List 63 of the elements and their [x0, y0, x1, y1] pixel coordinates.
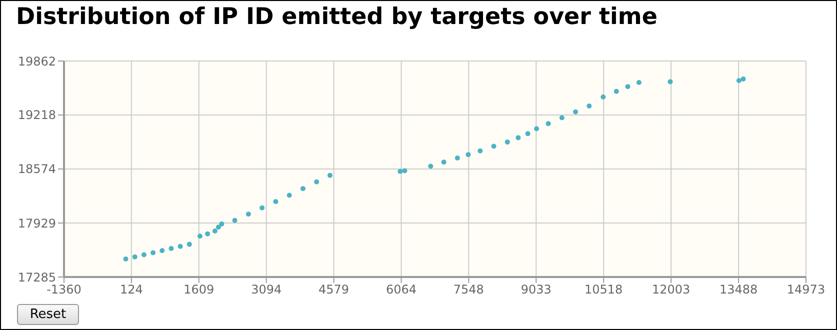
chart-title: Distribution of IP ID emitted by targets over time: [16, 4, 658, 30]
point: [534, 126, 540, 132]
point: [736, 78, 742, 84]
point: [314, 179, 320, 184]
point: [327, 172, 332, 178]
reset-button: Reset: [17, 304, 79, 325]
point: [740, 76, 746, 82]
point: [197, 234, 202, 239]
point: [150, 250, 156, 256]
x-tick-label: 6064: [386, 282, 417, 297]
x-tick-label: -1360: [46, 282, 82, 297]
point: [219, 221, 224, 226]
x-tick-label: 13488: [719, 282, 758, 297]
point: [216, 224, 221, 230]
point: [141, 252, 146, 258]
point: [586, 104, 592, 109]
y-tick-label: 18574: [18, 162, 56, 176]
point: [123, 256, 128, 262]
point: [212, 228, 218, 234]
point: [525, 131, 530, 136]
point: [491, 144, 496, 149]
y-tick-label: 19218: [18, 108, 56, 122]
point: [428, 164, 434, 169]
point: [546, 121, 551, 126]
point: [478, 148, 483, 154]
x-tick-label: 14973: [786, 282, 826, 297]
point: [205, 231, 210, 236]
point: [441, 160, 446, 165]
point: [573, 109, 578, 114]
x-tick-label: 9033: [520, 282, 552, 297]
point: [600, 94, 606, 100]
point: [286, 192, 292, 198]
x-tick-label: 4579: [318, 282, 350, 297]
y-tick-label: 19862: [18, 54, 56, 68]
y-tick-label: 17285: [18, 270, 56, 284]
point: [668, 79, 673, 84]
x-tick-label: 124: [120, 282, 143, 297]
point: [232, 218, 238, 223]
point: [246, 212, 251, 217]
x-tick-label: 3094: [251, 282, 282, 297]
point: [300, 186, 306, 192]
point: [454, 155, 460, 160]
point: [168, 246, 174, 251]
x-tick-label: 12003: [652, 282, 690, 297]
point: [614, 88, 619, 94]
point: [160, 248, 165, 254]
point: [516, 135, 521, 140]
point: [178, 244, 183, 249]
point: [466, 152, 471, 158]
point: [132, 254, 138, 260]
y-tick-label: 17929: [18, 216, 56, 230]
x-tick-label: 1609: [184, 282, 214, 297]
point: [504, 140, 510, 145]
point: [260, 205, 265, 210]
x-tick-label: 7548: [453, 282, 484, 297]
point: [402, 168, 408, 174]
point: [273, 199, 278, 204]
point: [398, 168, 403, 174]
point: [559, 115, 564, 120]
x-tick-label: 10518: [584, 282, 623, 297]
point: [186, 242, 192, 247]
point: [625, 84, 630, 90]
point: [636, 80, 642, 85]
